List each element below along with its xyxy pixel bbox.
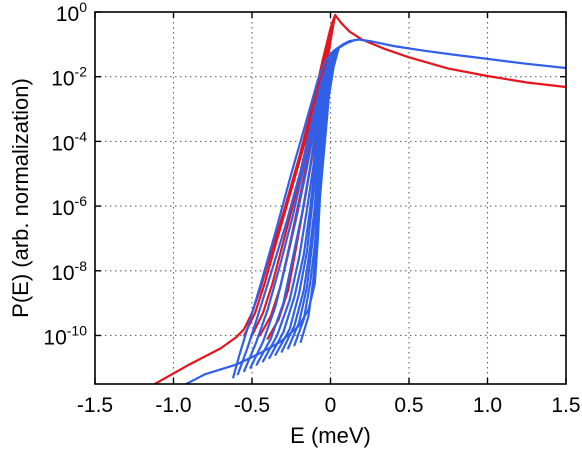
y-axis-title: P(E) (arb. normalization) [8, 78, 33, 318]
x-axis-title: E (meV) [290, 423, 371, 448]
y-tick-labels: 100 10-2 10-4 10-6 10-8 10-10 [43, 0, 87, 349]
blue-curve [255, 48, 340, 366]
x-tick-label: 0.5 [394, 394, 423, 417]
x-tick-label: 1.5 [551, 394, 580, 417]
y-tick-label: 10-10 [43, 322, 87, 349]
series-layer [153, 14, 566, 384]
ticks [94, 11, 567, 384]
x-tick-label: 1.0 [473, 394, 502, 417]
blue-curve [299, 48, 340, 343]
y-tick-label: 10-4 [51, 128, 87, 155]
blue-curve [268, 48, 340, 360]
y-tick-label: 100 [56, 0, 87, 26]
blue-curve [293, 48, 340, 347]
x-tick-label: -1.0 [155, 394, 191, 417]
y-tick-label: 10-8 [51, 258, 87, 285]
x-tick-label: -0.5 [234, 394, 270, 417]
blue-curve [236, 42, 348, 376]
x-tick-label: 0 [325, 394, 337, 417]
y-tick-label: 10-6 [51, 193, 87, 220]
x-tick-label: -1.5 [77, 394, 113, 417]
x-tick-labels: -1.5 -1.0 -0.5 0 0.5 1.0 1.5 [77, 394, 581, 417]
y-tick-label: 10-2 [51, 64, 87, 91]
